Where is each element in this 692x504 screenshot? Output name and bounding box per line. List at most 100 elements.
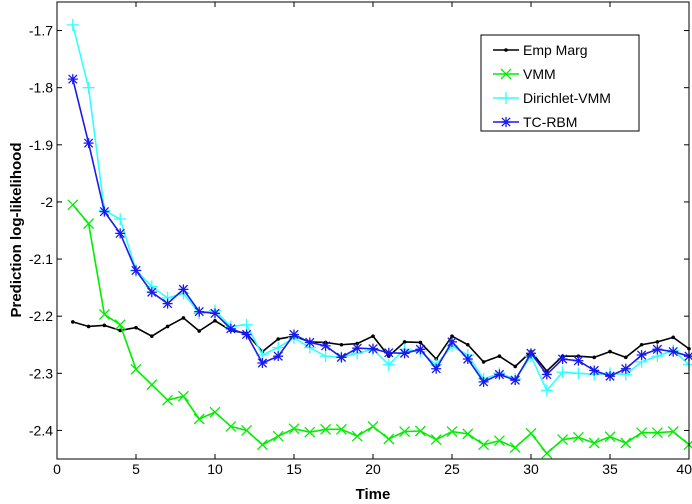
data-point bbox=[624, 355, 628, 360]
data-point bbox=[652, 344, 663, 355]
data-point bbox=[509, 442, 521, 454]
x-axis-ticks: 0 5 10 15 20 25 30 35 40 bbox=[53, 2, 692, 477]
data-point bbox=[319, 350, 332, 363]
data-point bbox=[82, 81, 95, 94]
data-point bbox=[367, 420, 379, 432]
data-point bbox=[289, 329, 299, 340]
data-point bbox=[225, 420, 237, 432]
data-point bbox=[256, 439, 268, 451]
data-point bbox=[241, 424, 253, 436]
data-point bbox=[210, 308, 220, 319]
legend-label: Dirichlet-VMM bbox=[523, 90, 611, 106]
data-point bbox=[557, 434, 569, 446]
series-vmm bbox=[67, 199, 692, 459]
data-point bbox=[288, 423, 300, 435]
data-point bbox=[209, 406, 221, 418]
data-point bbox=[620, 363, 631, 374]
x-tick-label: 10 bbox=[207, 461, 223, 477]
data-point bbox=[418, 340, 423, 345]
series-tc-rbm bbox=[67, 74, 692, 387]
data-point bbox=[162, 298, 173, 309]
data-point bbox=[636, 427, 648, 439]
legend-label: Emp Marg bbox=[523, 42, 588, 58]
series-emp-marg bbox=[71, 316, 691, 373]
data-point bbox=[525, 427, 537, 439]
data-point bbox=[540, 384, 553, 397]
data-point bbox=[272, 430, 284, 442]
y-tick-label: -2.4 bbox=[29, 422, 53, 438]
data-point bbox=[667, 426, 679, 438]
data-point bbox=[671, 335, 675, 340]
data-point bbox=[383, 433, 395, 445]
data-point bbox=[462, 428, 474, 440]
data-point bbox=[541, 369, 552, 380]
data-point bbox=[572, 431, 584, 443]
legend-entry: TC-RBM bbox=[493, 114, 577, 130]
data-point bbox=[131, 265, 141, 276]
legend-entry: Emp Marg bbox=[493, 42, 588, 58]
y-tick-label: -2.2 bbox=[29, 308, 53, 324]
data-point bbox=[494, 369, 505, 380]
data-point bbox=[651, 427, 663, 439]
data-point bbox=[446, 426, 458, 438]
data-point bbox=[115, 228, 126, 239]
data-point bbox=[336, 352, 347, 363]
series-line bbox=[72, 204, 690, 455]
data-point bbox=[608, 349, 612, 354]
y-axis-label: Prediction log-likelihood bbox=[8, 142, 25, 317]
data-point bbox=[620, 437, 632, 449]
data-point bbox=[604, 431, 616, 443]
series-line bbox=[72, 78, 690, 383]
legend-entry: VMM bbox=[493, 66, 556, 82]
legend-marker bbox=[504, 48, 508, 52]
data-point bbox=[556, 366, 569, 379]
data-point bbox=[399, 426, 411, 438]
data-point bbox=[368, 343, 378, 354]
data-point bbox=[402, 340, 407, 344]
data-point bbox=[493, 435, 505, 447]
data-point bbox=[304, 337, 315, 348]
legend-entry: Dirichlet-VMM bbox=[493, 90, 611, 106]
data-point bbox=[134, 325, 138, 330]
x-tick-label: 5 bbox=[132, 461, 140, 477]
data-point bbox=[339, 342, 344, 347]
data-point bbox=[165, 324, 170, 329]
data-point bbox=[497, 354, 502, 358]
x-tick-label: 40 bbox=[676, 461, 692, 477]
data-point bbox=[352, 343, 363, 354]
data-point bbox=[510, 375, 521, 386]
data-point bbox=[86, 324, 91, 329]
data-point bbox=[526, 348, 536, 359]
data-point bbox=[513, 364, 517, 369]
x-tick-label: 15 bbox=[286, 461, 302, 477]
data-point bbox=[130, 363, 142, 375]
data-point bbox=[351, 430, 363, 442]
data-point bbox=[98, 309, 110, 320]
y-tick-label: -1.8 bbox=[29, 80, 53, 96]
x-axis-label: Time bbox=[356, 486, 391, 503]
data-point bbox=[447, 336, 457, 347]
data-point bbox=[478, 439, 490, 451]
data-point bbox=[639, 342, 644, 347]
data-point bbox=[636, 350, 647, 361]
data-point bbox=[414, 425, 426, 437]
data-point bbox=[146, 379, 158, 391]
data-point bbox=[241, 329, 252, 340]
series-line bbox=[72, 316, 690, 373]
legend-marker bbox=[501, 117, 511, 127]
data-point bbox=[655, 340, 660, 344]
data-point bbox=[257, 358, 268, 369]
data-point bbox=[572, 367, 585, 380]
data-point bbox=[335, 423, 347, 435]
data-point bbox=[193, 413, 205, 425]
legend: Emp Marg VMM Dirichlet-VMM TC-RBM bbox=[480, 34, 640, 132]
y-tick-label: -1.7 bbox=[29, 23, 53, 39]
data-point bbox=[225, 323, 236, 334]
data-point bbox=[66, 18, 79, 31]
data-point bbox=[592, 355, 596, 360]
data-point bbox=[83, 218, 95, 230]
legend-marker bbox=[500, 92, 512, 104]
data-point bbox=[589, 365, 600, 376]
data-point bbox=[382, 358, 395, 371]
